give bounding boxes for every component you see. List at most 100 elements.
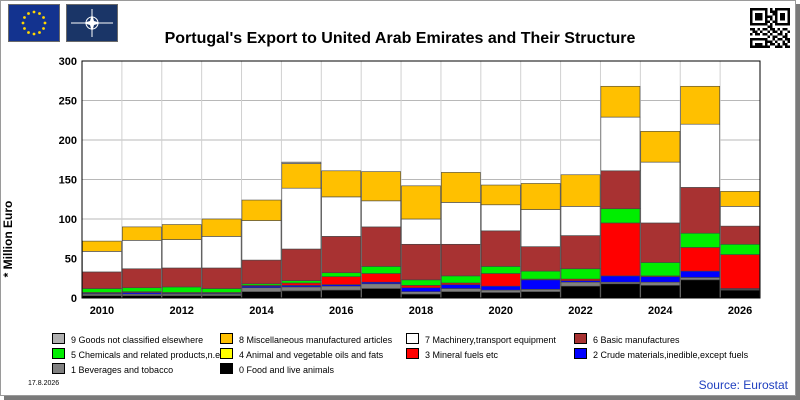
bar-segment: [321, 272, 362, 277]
bar-segment: [600, 208, 641, 224]
bar-segment: [241, 287, 282, 292]
date-stamp: 17.8.2026: [28, 380, 60, 387]
bar-segment: [161, 239, 202, 269]
legend-swatch: [406, 333, 419, 344]
bar-segment: [441, 202, 481, 245]
legend-item: 3 Mineral fuels etc: [406, 348, 498, 361]
x-tick-label: 2026: [728, 305, 752, 317]
bar-segment: [720, 254, 760, 289]
bar-segment: [281, 187, 322, 250]
bar-segment: [82, 251, 122, 273]
y-tick-label: 200: [59, 135, 77, 147]
bar-segment: [281, 248, 322, 281]
bar-segment: [680, 270, 721, 278]
bar-segment: [281, 163, 322, 189]
bar-segment: [281, 282, 322, 286]
x-tick-label: 2014: [249, 305, 274, 317]
legend-swatch: [220, 348, 233, 359]
qr-code-icon: [750, 8, 790, 53]
bar-segment: [520, 209, 561, 247]
bar-segment: [241, 259, 282, 285]
bar-segment: [560, 206, 601, 236]
bar-segment: [680, 123, 721, 188]
bar-segment: [441, 243, 481, 277]
source-link[interactable]: Source: Eurostat: [698, 378, 788, 392]
bar-segment: [82, 240, 122, 252]
bar-segment: [321, 276, 362, 285]
x-tick-label: 2020: [489, 305, 513, 317]
bar-segment: [480, 204, 521, 232]
bar-segment: [600, 170, 641, 210]
bar-segment: [640, 222, 681, 263]
bar-segment: [441, 275, 481, 284]
bar-segment: [361, 273, 401, 283]
bar-segment: [720, 243, 760, 255]
x-tick-label: 2024: [648, 305, 673, 317]
bar-segment: [441, 172, 481, 203]
bar-segment: [520, 289, 561, 292]
bar-segment: [361, 288, 401, 299]
bar-segment: [361, 171, 401, 202]
bar-segment: [401, 185, 441, 220]
bar-segment: [82, 271, 122, 289]
bar-segment: [680, 232, 721, 248]
y-tick-label: 300: [59, 56, 77, 68]
legend-label: 0 Food and live animals: [239, 365, 335, 375]
bar-segment: [321, 236, 362, 274]
bar-segment: [161, 267, 202, 288]
bar-segment: [241, 291, 282, 299]
bar-segment: [640, 285, 681, 299]
bar-segment: [161, 224, 202, 240]
bar-segment: [560, 281, 601, 287]
bar-segment: [560, 235, 601, 270]
bar-segment: [321, 285, 362, 291]
bar-segment: [640, 161, 681, 224]
bar-segment: [480, 285, 521, 291]
legend-swatch: [220, 333, 233, 344]
bar-segment: [281, 280, 322, 284]
legend-swatch: [52, 333, 65, 344]
legend-item: 9 Goods not classified elsewhere: [52, 333, 203, 346]
bar-segment: [640, 276, 681, 283]
legend-item: 6 Basic manufactures: [574, 333, 680, 346]
eu-flag-icon: [8, 4, 60, 42]
legend-swatch: [574, 333, 587, 344]
bar-segment: [480, 230, 521, 267]
x-tick-label: 2012: [169, 305, 193, 317]
y-tick-label: 150: [59, 175, 77, 187]
y-tick-label: 250: [59, 96, 77, 108]
bar-segment: [720, 289, 760, 299]
bar-segment: [680, 277, 721, 281]
bar-segment: [640, 281, 681, 286]
bar-segment: [720, 225, 760, 245]
bar-segment: [401, 293, 441, 299]
legend-swatch: [574, 348, 587, 359]
bar-segment: [361, 200, 401, 228]
bar-segment: [401, 287, 441, 292]
bar-segment: [720, 191, 760, 207]
bar-segment: [600, 275, 641, 283]
bar-segment: [520, 183, 561, 210]
bar-segment: [241, 220, 282, 261]
bar-segment: [361, 226, 401, 267]
bar-segment: [281, 286, 322, 292]
bar-segment: [201, 267, 242, 289]
bar-segment: [401, 243, 441, 281]
bar-segment: [441, 291, 481, 299]
bar-segment: [600, 222, 641, 277]
legend-item: 5 Chemicals and related products,n.e.s.: [52, 348, 230, 361]
y-tick-label: 0: [71, 293, 77, 305]
bar-segment: [680, 85, 721, 125]
plot-border: [81, 60, 761, 299]
legend-label: 3 Mineral fuels etc: [425, 350, 499, 360]
bar-segment: [161, 286, 202, 293]
bar-segment: [520, 279, 561, 290]
bar-segment: [640, 262, 681, 277]
bar-segment: [121, 226, 162, 241]
bar-segment: [121, 240, 162, 270]
bar-segment: [600, 283, 641, 299]
bar-segment: [441, 288, 481, 292]
legend-label: 4 Animal and vegetable oils and fats: [239, 350, 384, 360]
legend-label: 8 Miscellaneous manufactured articles: [239, 335, 393, 345]
